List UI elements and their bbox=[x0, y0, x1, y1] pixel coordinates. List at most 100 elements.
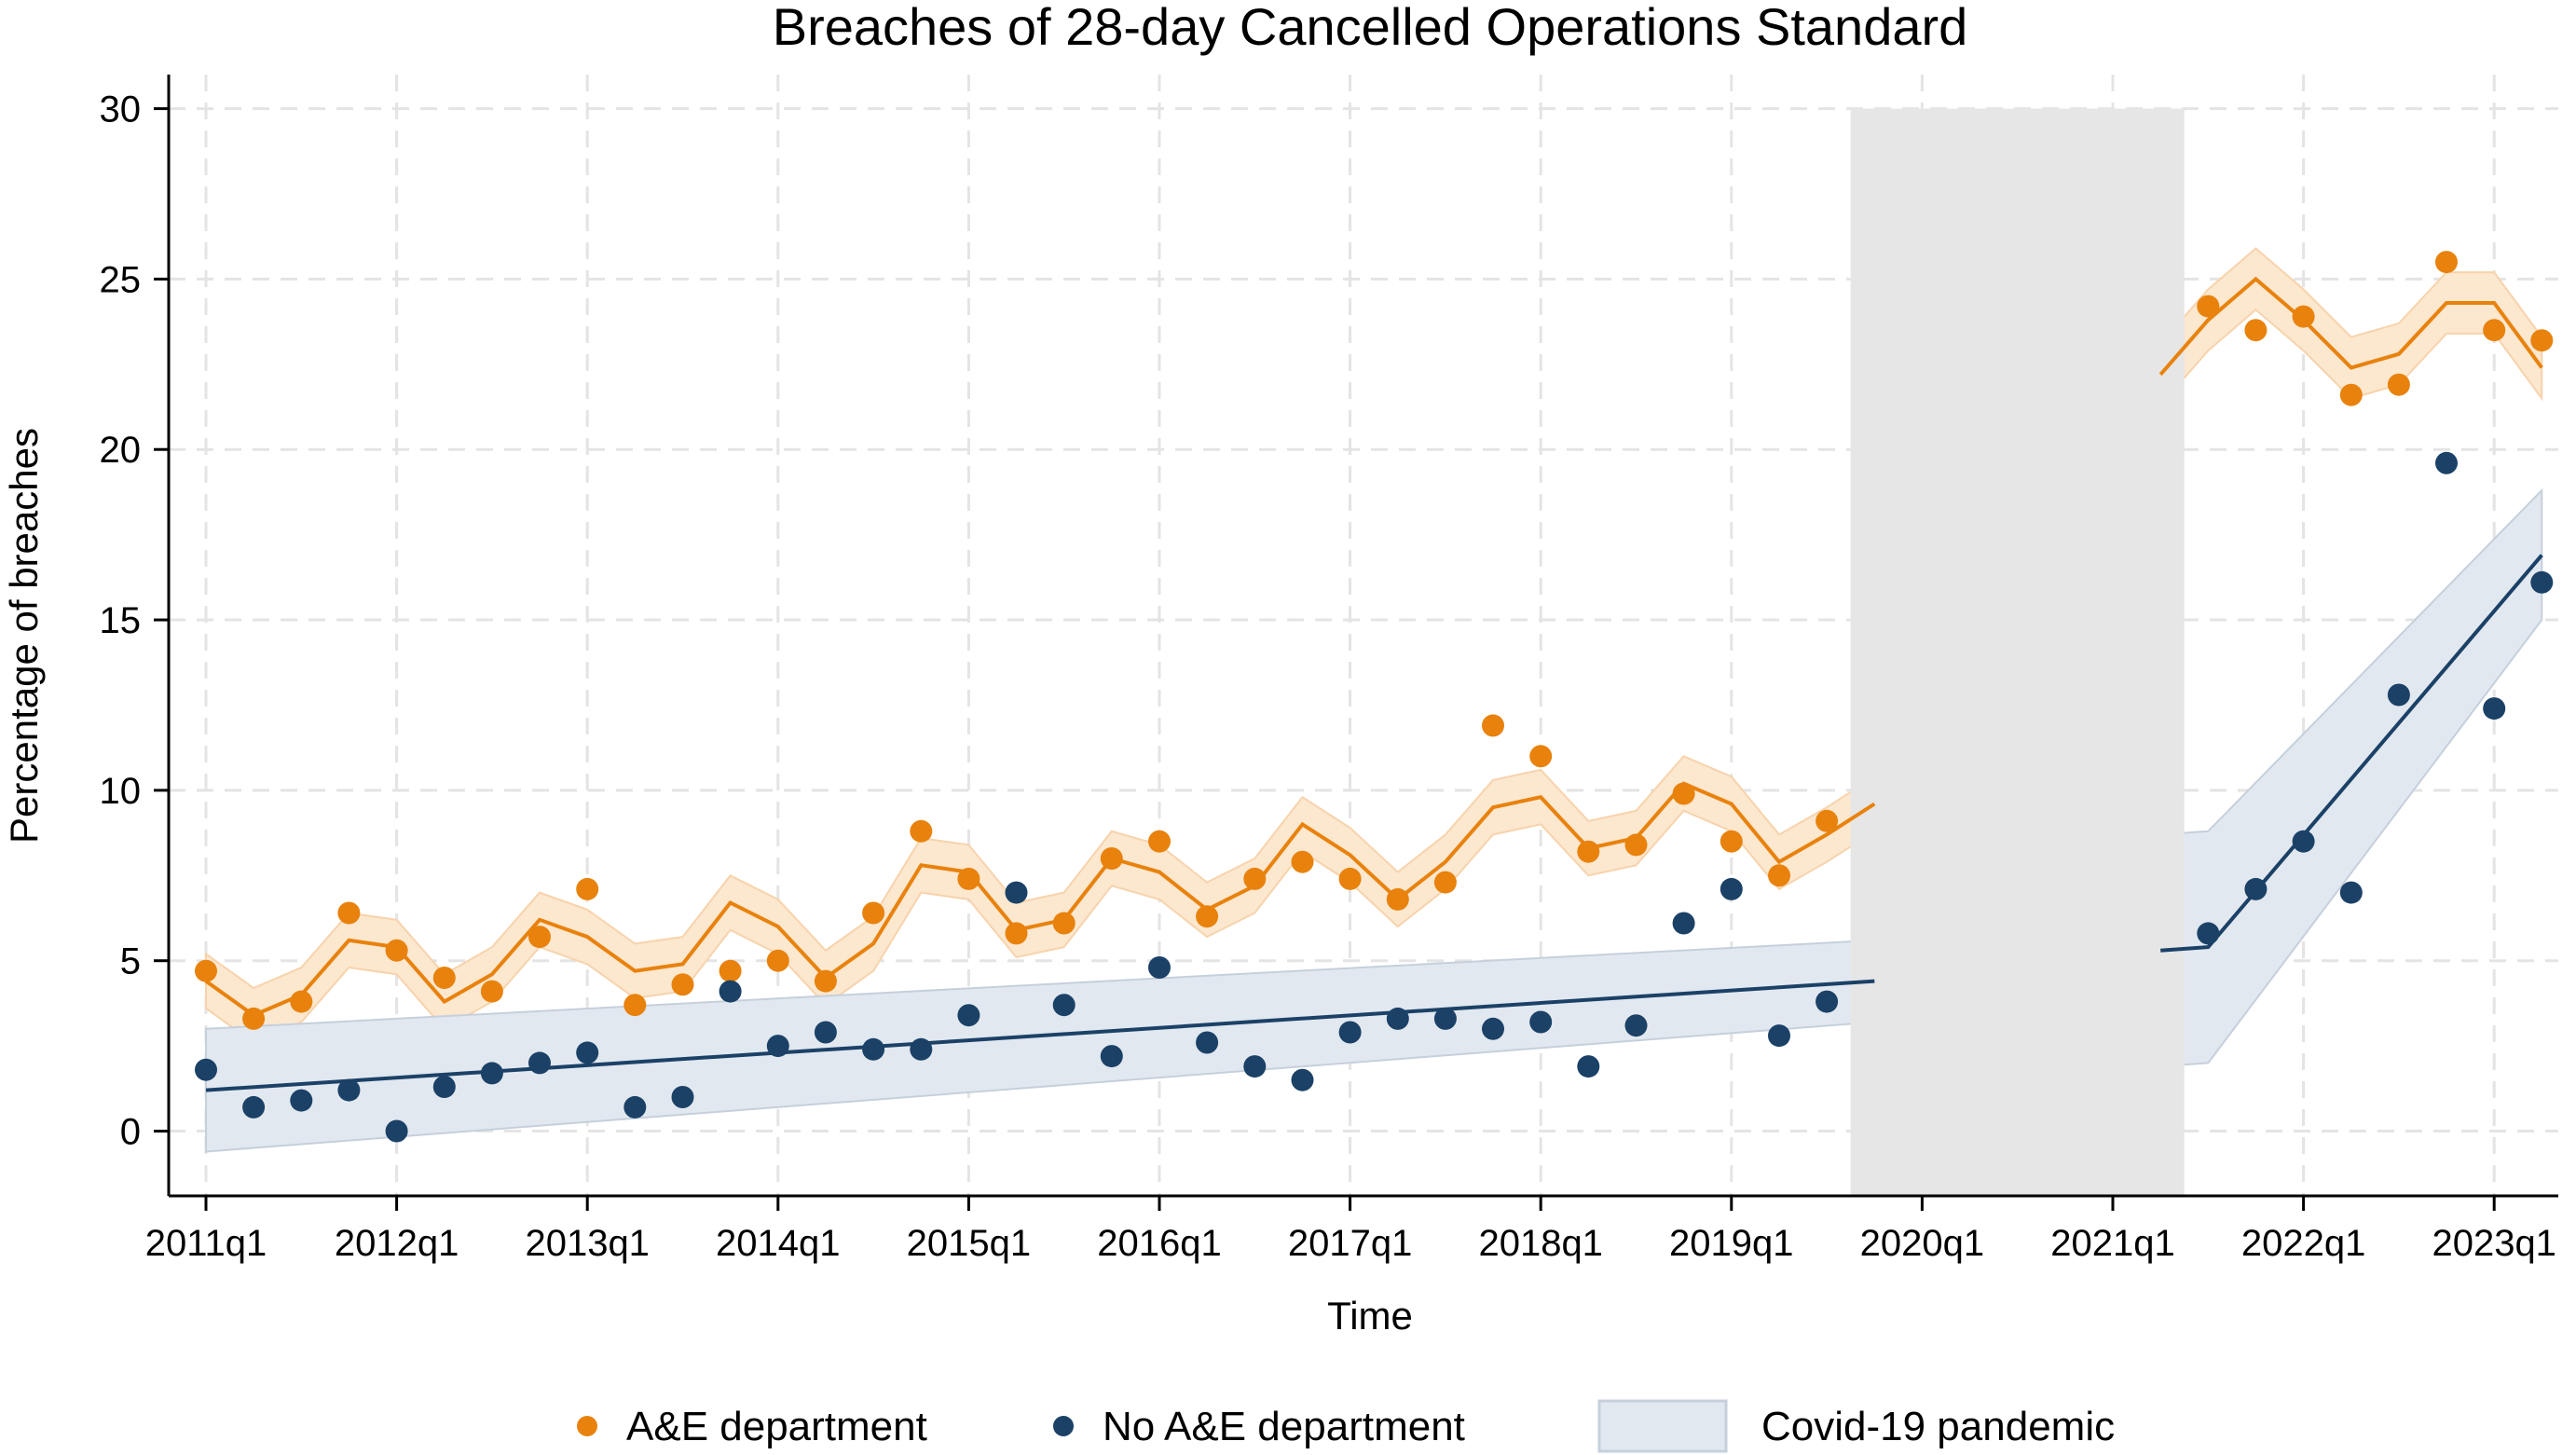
legend-label-covid: Covid-19 pandemic bbox=[1761, 1404, 2115, 1449]
chart-title: Breaches of 28-day Cancelled Operations … bbox=[773, 0, 1968, 56]
point-no-ae-2022q4 bbox=[2435, 451, 2458, 474]
point-ae-2023q1 bbox=[2483, 319, 2506, 342]
point-no-ae-2017q3 bbox=[1433, 1007, 1457, 1030]
point-ae-2015q4 bbox=[1100, 847, 1123, 870]
x-tick-label-5: 2016q1 bbox=[1097, 1223, 1221, 1264]
point-no-ae-2014q4 bbox=[910, 1037, 933, 1061]
point-ae-2014q3 bbox=[862, 901, 885, 925]
point-ae-2018q4 bbox=[1672, 782, 1695, 805]
legend: A&E department No A&E department Covid-1… bbox=[577, 1399, 2115, 1453]
covid-pandemic-region bbox=[1850, 108, 2185, 1197]
point-no-ae-2016q3 bbox=[1243, 1055, 1267, 1078]
legend-label-no-ae: No A&E department bbox=[1103, 1404, 1465, 1449]
point-no-ae-2017q1 bbox=[1338, 1021, 1362, 1044]
x-tick-label-9: 2020q1 bbox=[1860, 1223, 1984, 1264]
point-ae-2021q3 bbox=[2197, 295, 2220, 318]
point-ae-2016q1 bbox=[1148, 830, 1171, 853]
point-no-ae-2018q4 bbox=[1672, 912, 1695, 935]
point-no-ae-2014q1 bbox=[766, 1035, 789, 1058]
point-ae-2013q4 bbox=[719, 959, 742, 982]
y-tick-label-0: 0 bbox=[120, 1112, 141, 1153]
point-ae-2014q1 bbox=[766, 949, 789, 972]
point-no-ae-2016q1 bbox=[1148, 956, 1171, 979]
point-ae-2013q3 bbox=[671, 973, 694, 996]
point-no-ae-2021q4 bbox=[2244, 877, 2268, 900]
point-no-ae-2017q2 bbox=[1386, 1007, 1409, 1030]
point-no-ae-2013q2 bbox=[623, 1095, 647, 1119]
point-no-ae-2013q1 bbox=[576, 1041, 599, 1064]
point-ae-2011q2 bbox=[242, 1007, 266, 1030]
point-ae-2013q1 bbox=[576, 877, 599, 900]
point-ae-2014q4 bbox=[910, 819, 933, 843]
y-tick-label-2: 10 bbox=[100, 771, 142, 812]
point-no-ae-2015q2 bbox=[1005, 881, 1028, 904]
point-ae-2015q1 bbox=[957, 867, 980, 890]
point-no-ae-2018q3 bbox=[1624, 1014, 1648, 1037]
x-axis-ticks: 2011q1 2012q1 2013q1 2014q1 2015q1 2016q1 2017… bbox=[145, 1196, 2556, 1264]
confidence-bands bbox=[205, 247, 2543, 1153]
point-no-ae-2013q4 bbox=[719, 980, 742, 1003]
axes bbox=[167, 75, 2558, 1198]
y-tick-label-6: 30 bbox=[100, 89, 142, 130]
point-no-ae-2015q4 bbox=[1100, 1045, 1123, 1068]
fit-line-no-ae-post bbox=[2160, 554, 2543, 953]
point-ae-2017q1 bbox=[1338, 867, 1362, 890]
point-no-ae-2012q1 bbox=[385, 1119, 408, 1143]
y-tick-label-1: 5 bbox=[120, 941, 141, 982]
point-ae-2016q3 bbox=[1243, 867, 1267, 890]
point-ae-2022q2 bbox=[2339, 383, 2363, 406]
point-ae-2022q4 bbox=[2435, 251, 2458, 274]
point-no-ae-2019q1 bbox=[1720, 877, 1743, 900]
point-ae-2022q1 bbox=[2292, 305, 2315, 328]
point-no-ae-2018q1 bbox=[1529, 1010, 1553, 1034]
point-ae-2011q3 bbox=[290, 990, 313, 1013]
point-ae-2018q3 bbox=[1624, 833, 1648, 857]
fit-line-ae-post bbox=[2158, 276, 2543, 377]
x-tick-label-11: 2022q1 bbox=[2241, 1223, 2365, 1264]
legend-marker-ae bbox=[577, 1416, 597, 1436]
point-ae-2016q4 bbox=[1291, 850, 1314, 873]
point-ae-2021q4 bbox=[2244, 319, 2268, 342]
point-ae-2017q3 bbox=[1433, 871, 1457, 894]
point-no-ae-2011q2 bbox=[242, 1095, 266, 1119]
point-no-ae-2015q1 bbox=[957, 1004, 980, 1027]
legend-label-ae: A&E department bbox=[626, 1404, 927, 1449]
point-ae-2015q2 bbox=[1005, 922, 1028, 945]
point-ae-2022q3 bbox=[2387, 373, 2410, 396]
point-ae-2013q2 bbox=[623, 994, 647, 1017]
point-no-ae-2017q4 bbox=[1482, 1017, 1504, 1040]
point-no-ae-2014q2 bbox=[814, 1021, 837, 1044]
point-ae-2011q1 bbox=[195, 959, 217, 982]
point-ae-2011q4 bbox=[337, 901, 361, 925]
point-no-ae-2011q4 bbox=[337, 1078, 361, 1102]
x-axis-label: Time bbox=[1327, 1294, 1413, 1338]
point-no-ae-2019q3 bbox=[1816, 990, 1839, 1013]
point-ae-2019q2 bbox=[1768, 864, 1790, 887]
legend-marker-no-ae bbox=[1053, 1416, 1074, 1436]
point-no-ae-2016q2 bbox=[1196, 1031, 1219, 1054]
x-tick-label-10: 2021q1 bbox=[2050, 1223, 2174, 1264]
point-no-ae-2016q4 bbox=[1291, 1068, 1314, 1091]
point-no-ae-2022q2 bbox=[2339, 881, 2363, 904]
band-ae-post bbox=[2159, 247, 2543, 408]
point-no-ae-2014q3 bbox=[862, 1037, 885, 1061]
point-no-ae-2015q3 bbox=[1052, 994, 1076, 1017]
y-axis-ticks: 0 5 10 15 20 25 30 bbox=[100, 89, 169, 1153]
point-ae-2016q2 bbox=[1196, 905, 1219, 928]
point-no-ae-2013q3 bbox=[671, 1086, 694, 1108]
point-no-ae-2012q4 bbox=[528, 1051, 551, 1075]
y-tick-label-3: 15 bbox=[100, 600, 142, 641]
point-no-ae-2023q1 bbox=[2483, 697, 2506, 721]
point-no-ae-2019q2 bbox=[1768, 1024, 1790, 1048]
point-no-ae-2021q3 bbox=[2197, 922, 2220, 945]
x-tick-label-12: 2023q1 bbox=[2432, 1223, 2555, 1264]
point-no-ae-2018q2 bbox=[1577, 1055, 1600, 1078]
data-points bbox=[195, 251, 2554, 1143]
point-ae-2012q1 bbox=[385, 939, 408, 962]
point-ae-2012q4 bbox=[528, 926, 551, 949]
y-tick-label-4: 20 bbox=[100, 430, 142, 471]
x-tick-label-1: 2012q1 bbox=[335, 1223, 459, 1264]
point-no-ae-2022q3 bbox=[2387, 683, 2410, 707]
